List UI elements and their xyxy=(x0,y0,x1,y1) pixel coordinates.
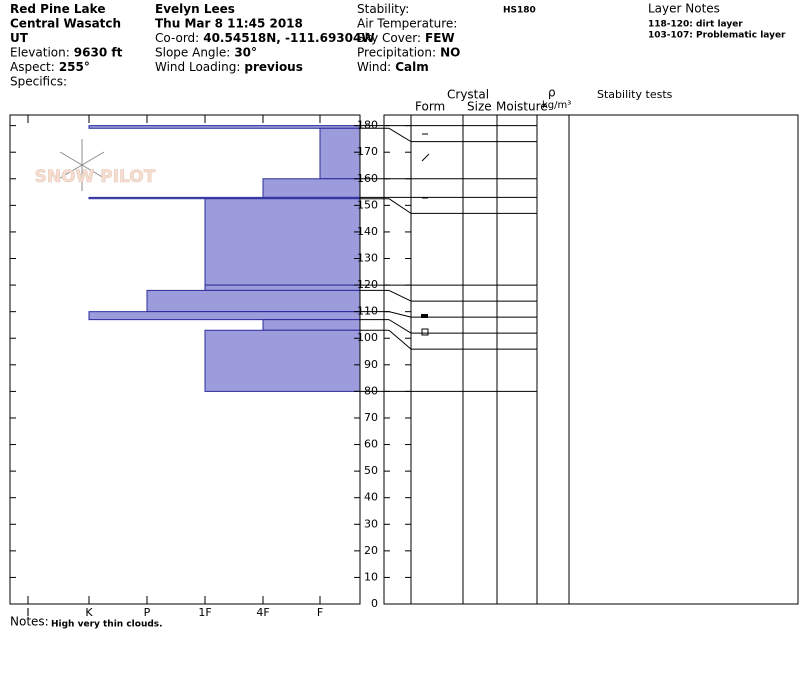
hardness-layer xyxy=(146,289,361,313)
logo: SNOW PILOT xyxy=(34,139,156,191)
depth-label: 150 xyxy=(357,198,378,211)
depth-label: 90 xyxy=(364,358,378,371)
header-value: 255° xyxy=(59,60,90,74)
depth-label: 50 xyxy=(364,464,378,477)
hardness-layer xyxy=(88,125,361,129)
header-line: Central Wasatch xyxy=(10,16,121,30)
header-line: Sky Cover: FEW xyxy=(357,31,455,45)
header-value: Central Wasatch xyxy=(10,16,121,30)
layer-note: 103-107: Problematic layer xyxy=(648,31,786,41)
header-value: NO xyxy=(440,45,460,59)
depth-label: 70 xyxy=(364,411,378,424)
header-label: Specifics: xyxy=(10,74,67,88)
rho-header: ρ xyxy=(548,86,556,100)
header-value: 30° xyxy=(234,45,257,59)
header-line: Aspect: 255° xyxy=(10,60,90,74)
header-value: UT xyxy=(10,31,29,45)
boundary-connector xyxy=(388,329,412,350)
header-line: Wind: Calm xyxy=(357,60,429,74)
boundary-connector xyxy=(388,198,412,214)
depth-label: 20 xyxy=(364,544,378,557)
depth-label: 130 xyxy=(357,252,378,265)
header-line: UT xyxy=(10,31,29,45)
form-symbols xyxy=(421,133,430,336)
notes-text: High very thin clouds. xyxy=(51,620,163,630)
hardness-layer xyxy=(319,127,361,180)
stability-header: Stability tests xyxy=(597,88,673,101)
header-label: Air Temperature: xyxy=(357,16,457,30)
header-label: Precipitation: xyxy=(357,45,436,59)
layer-note: 118-120: dirt layer xyxy=(648,20,743,30)
layer-notes-title: Layer Notes xyxy=(648,2,720,16)
depth-label: 10 xyxy=(364,570,378,583)
hardness-label: 4F xyxy=(256,606,269,619)
header-label: Stability: xyxy=(357,2,409,16)
header-label: Elevation: xyxy=(10,45,70,59)
boundary-connector xyxy=(388,311,412,318)
hardness-layer xyxy=(262,178,361,198)
hardness-layer xyxy=(88,311,361,321)
header-value: Calm xyxy=(395,60,429,74)
hardness-label: K xyxy=(85,606,93,619)
hardness-layer xyxy=(262,319,361,331)
form-header: Form xyxy=(415,100,445,114)
header-label: Wind: xyxy=(357,60,391,74)
header-line: Air Temperature: xyxy=(357,16,457,30)
moisture-header: Moisture xyxy=(496,100,548,114)
hardness-layer xyxy=(204,284,361,291)
hardness-label: F xyxy=(317,606,323,619)
header-line: Thu Mar 8 11:45 2018 xyxy=(155,16,303,30)
logo-text: SNOW PILOT xyxy=(35,167,156,187)
density-unit: kg/m³ xyxy=(542,100,571,111)
header-value: Evelyn Lees xyxy=(155,2,235,16)
header-line: Stability: xyxy=(357,2,409,16)
notes-label: Notes: xyxy=(10,615,49,629)
header-value: 9630 ft xyxy=(74,45,123,59)
header-label: Aspect: xyxy=(10,60,55,74)
header-line: Co-ord: 40.54518N, -111.69304W xyxy=(155,31,375,45)
header-label: Co-ord: xyxy=(155,31,199,45)
hardness-label: I xyxy=(26,606,29,619)
hs: HS180 xyxy=(503,6,536,16)
depth-label: 0 xyxy=(371,597,378,610)
boundary-connector xyxy=(388,127,412,143)
hardness-label: 1F xyxy=(198,606,211,619)
size-header: Size xyxy=(467,100,492,114)
header-line: Red Pine Lake xyxy=(10,2,105,16)
hardness-layer xyxy=(204,329,361,392)
hardness-label: P xyxy=(144,606,151,619)
header-line: Wind Loading: previous xyxy=(155,60,303,74)
header-label: Slope Angle: xyxy=(155,45,230,59)
depth-label: 60 xyxy=(364,438,378,451)
header-label: Sky Cover: xyxy=(357,31,421,45)
header-value: FEW xyxy=(425,31,455,45)
depth-label: 100 xyxy=(357,331,378,344)
header-line: Specifics: xyxy=(10,74,67,88)
depth-label: 40 xyxy=(364,491,378,504)
header-value: previous xyxy=(244,60,303,74)
boundary-connector xyxy=(388,319,412,334)
header-value: Thu Mar 8 11:45 2018 xyxy=(155,16,303,30)
boundary-connector xyxy=(388,289,412,302)
depth-label: 30 xyxy=(364,517,378,530)
header-line: Evelyn Lees xyxy=(155,2,235,16)
header-line: Slope Angle: 30° xyxy=(155,45,257,59)
depth-label: 140 xyxy=(357,225,378,238)
header-line: Elevation: 9630 ft xyxy=(10,45,123,59)
header-value: Red Pine Lake xyxy=(10,2,105,16)
crystal-header: Crystal xyxy=(447,88,489,102)
header-value: 40.54518N, -111.69304W xyxy=(203,31,374,45)
depth-label: 170 xyxy=(357,145,378,158)
header-line: Precipitation: NO xyxy=(357,45,460,59)
table-frame xyxy=(383,114,799,605)
header-label: Wind Loading: xyxy=(155,60,240,74)
hardness-layer xyxy=(204,198,361,286)
